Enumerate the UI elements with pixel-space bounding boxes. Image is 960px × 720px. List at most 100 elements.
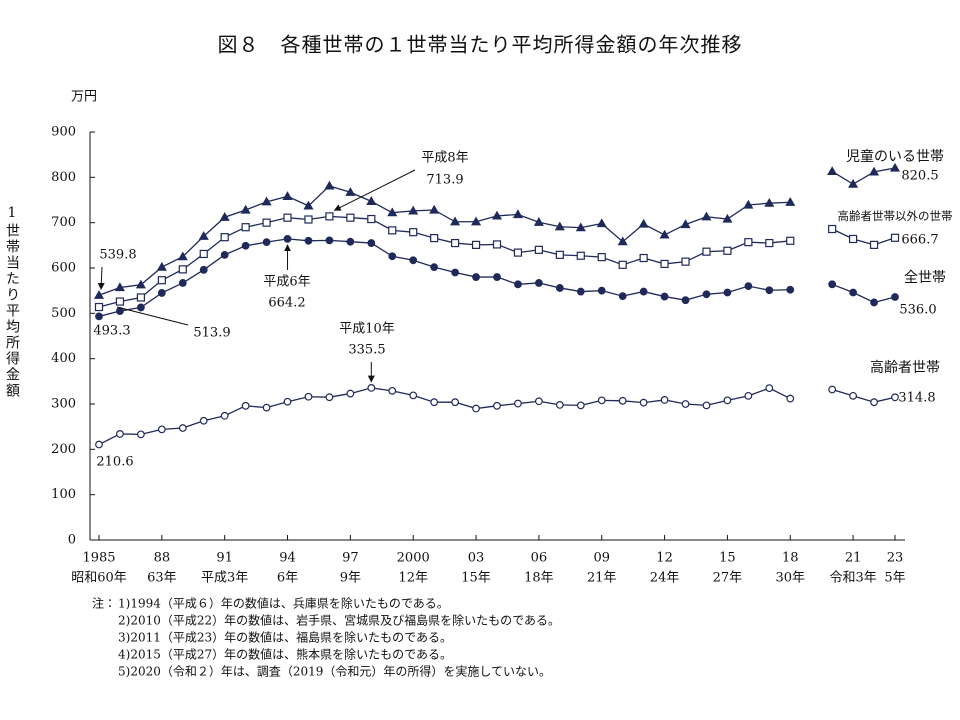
marker xyxy=(849,288,858,297)
x-tick-label: 18 xyxy=(782,551,799,566)
y-tick-label: 500 xyxy=(51,306,76,321)
marker xyxy=(576,251,585,260)
value-label: 210.6 xyxy=(96,455,133,470)
note: 5)2020（令和２）年は、調査（2019（令和元）年の所得）を実施していない。 xyxy=(118,664,551,679)
marker xyxy=(870,298,878,307)
marker xyxy=(638,218,649,228)
marker xyxy=(178,424,187,432)
marker xyxy=(219,212,230,221)
marker xyxy=(681,296,690,305)
pointer xyxy=(97,266,105,290)
marker xyxy=(765,384,774,393)
marker xyxy=(575,222,586,232)
marker xyxy=(261,196,272,206)
y-tick-label: 100 xyxy=(51,487,76,502)
marker xyxy=(660,292,669,301)
marker xyxy=(430,398,439,407)
marker xyxy=(304,236,313,245)
x-tick-era: 18年 xyxy=(524,571,554,586)
marker xyxy=(639,253,648,263)
series-label: 高齢者世帯以外の世帯 xyxy=(838,209,953,223)
marker xyxy=(116,430,124,438)
pointer xyxy=(116,306,189,326)
value-label: 493.3 xyxy=(93,324,130,339)
marker xyxy=(283,397,292,406)
y-tick-label: 600 xyxy=(51,261,76,276)
pointer xyxy=(333,169,416,211)
note: 1)1994（平成６）年の数値は、兵庫県を除いたものである。 xyxy=(118,596,449,611)
marker xyxy=(94,302,104,312)
y-unit: 万円 xyxy=(71,90,97,105)
marker xyxy=(220,250,229,259)
marker xyxy=(283,234,292,243)
marker xyxy=(429,204,440,214)
marker xyxy=(346,213,355,222)
marker xyxy=(367,239,376,247)
marker xyxy=(785,197,796,206)
marker xyxy=(136,293,145,302)
x-tick-era: 昭和60年 xyxy=(71,571,127,586)
marker xyxy=(890,233,900,242)
marker xyxy=(639,398,648,407)
marker xyxy=(451,268,460,277)
marker xyxy=(367,384,376,392)
note-prefix: 注： xyxy=(92,597,116,611)
marker xyxy=(409,391,418,400)
marker xyxy=(178,279,187,287)
value-label: 513.9 xyxy=(193,326,230,341)
marker xyxy=(828,224,837,234)
marker xyxy=(388,252,397,261)
x-tick-era: 27年 xyxy=(713,571,743,586)
marker xyxy=(765,238,774,248)
marker xyxy=(512,209,523,219)
y-tick-label: 200 xyxy=(51,442,76,457)
series-line xyxy=(98,167,896,296)
series-label: 高齢者世帯 xyxy=(870,359,940,376)
x-tick-label: 21 xyxy=(845,551,862,566)
marker xyxy=(388,386,397,395)
marker xyxy=(744,391,753,400)
marker xyxy=(451,238,460,248)
marker xyxy=(617,236,628,246)
marker xyxy=(723,246,732,255)
x-tick-label: 03 xyxy=(468,551,485,566)
marker xyxy=(513,248,523,257)
marker xyxy=(576,401,585,410)
marker xyxy=(198,231,209,240)
marker xyxy=(702,401,711,410)
value-label: 664.2 xyxy=(268,296,305,311)
value-label: 713.9 xyxy=(426,173,463,188)
marker xyxy=(889,162,901,172)
series-line xyxy=(98,387,896,446)
marker xyxy=(493,401,501,410)
marker xyxy=(178,265,187,274)
marker xyxy=(891,393,899,402)
marker xyxy=(744,238,753,247)
marker xyxy=(514,280,522,289)
marker xyxy=(659,229,670,239)
marker xyxy=(722,213,733,223)
note: 3)2011（平成23）年の数値は、福島県を除いたものである。 xyxy=(118,630,452,645)
marker xyxy=(576,287,585,296)
marker xyxy=(388,226,397,235)
marker xyxy=(723,396,732,405)
marker xyxy=(828,385,837,394)
marker xyxy=(156,261,167,271)
marker xyxy=(241,223,250,232)
marker xyxy=(597,286,606,295)
x-tick-label: 2000 xyxy=(397,551,430,566)
marker xyxy=(849,234,858,244)
value-label: 539.8 xyxy=(99,248,136,263)
marker xyxy=(157,276,166,285)
y-tick-label: 800 xyxy=(51,170,76,185)
marker xyxy=(533,217,544,226)
marker xyxy=(702,247,711,256)
marker xyxy=(220,233,229,242)
marker xyxy=(115,297,125,306)
point-note: 平成6年 xyxy=(263,275,310,290)
point-note: 平成10年 xyxy=(339,322,395,337)
marker xyxy=(555,284,564,292)
marker xyxy=(618,292,627,301)
marker xyxy=(764,197,775,207)
